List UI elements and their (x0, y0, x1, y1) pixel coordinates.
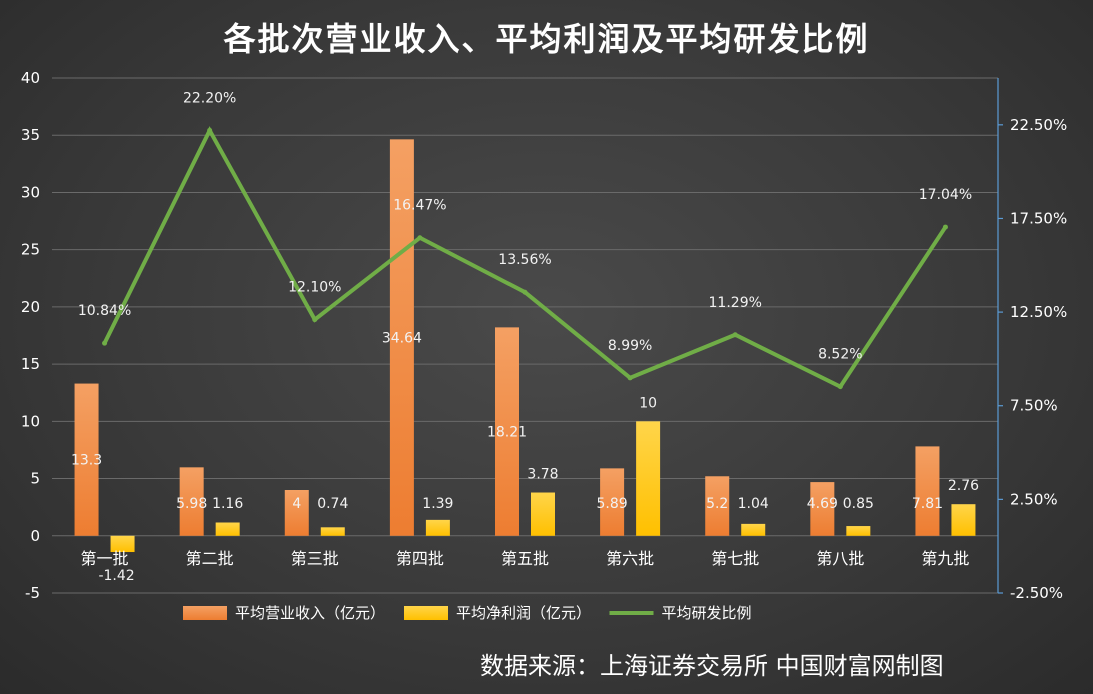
y-tick-right: 2.50% (1010, 490, 1058, 508)
y-tick-left: 35 (21, 126, 40, 144)
legend-swatch (183, 606, 227, 620)
x-tick-label: 第九批 (921, 549, 969, 568)
data-label-profit: 1.04 (738, 496, 769, 512)
data-label-rd: 22.20% (183, 90, 236, 106)
data-label-rd: 17.04% (919, 187, 972, 203)
y-tick-left: 30 (21, 183, 40, 201)
point-rd (627, 375, 633, 381)
y-tick-left: 20 (21, 298, 40, 316)
x-tick-label: 第八批 (816, 549, 864, 568)
legend-label: 平均营业收入（亿元） (235, 604, 385, 622)
data-label-profit: -1.42 (98, 568, 134, 584)
y-tick-left: 25 (21, 241, 40, 259)
point-rd (102, 340, 108, 346)
bar-profit (846, 526, 871, 536)
data-label-rd: 8.99% (608, 338, 652, 354)
x-tick-label: 第二批 (186, 549, 234, 568)
y-tick-right: 22.50% (1010, 116, 1067, 134)
data-label-rd: 8.52% (818, 347, 862, 363)
bar-revenue (179, 467, 204, 536)
data-label-revenue: 7.81 (912, 496, 943, 512)
bar-profit (636, 421, 661, 536)
data-label-revenue: 34.64 (382, 331, 422, 347)
legend-swatch (404, 606, 448, 620)
point-rd (522, 289, 528, 295)
bar-revenue (74, 383, 99, 536)
y-tick-left: 15 (21, 355, 40, 373)
bar-revenue (705, 476, 730, 536)
bar-revenue (600, 468, 625, 536)
point-rd (732, 332, 738, 338)
data-label-revenue: 4.69 (807, 496, 838, 512)
x-tick-label: 第一批 (81, 549, 129, 568)
bar-revenue (915, 446, 940, 536)
data-label-profit: 3.78 (527, 467, 558, 483)
data-label-rd: 10.84% (78, 303, 131, 319)
data-label-profit: 10 (639, 395, 657, 411)
data-label-profit: 1.39 (422, 496, 453, 512)
x-tick-label: 第三批 (291, 549, 339, 568)
bar-profit (741, 523, 766, 536)
y-tick-right: 17.50% (1010, 209, 1067, 227)
y-tick-left: 5 (30, 470, 40, 488)
bar-profit (320, 527, 345, 536)
y-tick-left: 10 (21, 412, 40, 430)
y-tick-right: 12.50% (1010, 303, 1067, 321)
x-tick-label: 第七批 (711, 549, 759, 568)
legend-label: 平均研发比例 (662, 604, 752, 622)
bar-profit (425, 519, 450, 536)
data-label-profit: 1.16 (212, 496, 243, 512)
data-label-revenue: 13.3 (71, 453, 102, 469)
point-rd (312, 317, 318, 323)
data-label-rd: 16.47% (393, 198, 446, 214)
data-label-revenue: 5.89 (597, 496, 628, 512)
chart-title: 各批次营业收入、平均利润及平均研发比例 (223, 20, 870, 58)
bar-profit (110, 535, 135, 553)
x-tick-label: 第四批 (396, 549, 444, 568)
point-rd (207, 127, 213, 133)
data-label-profit: 0.85 (843, 496, 874, 512)
y-tick-left: 40 (21, 69, 40, 87)
bar-revenue (389, 139, 414, 536)
y-tick-left: 0 (30, 527, 40, 545)
bar-profit (531, 492, 555, 536)
data-label-revenue: 18.21 (487, 425, 527, 441)
data-label-rd: 12.10% (288, 280, 341, 296)
y-tick-right: 7.50% (1010, 397, 1058, 415)
bar-revenue (284, 490, 309, 536)
data-label-profit: 2.76 (948, 478, 979, 494)
point-rd (417, 235, 423, 241)
bar-profit (215, 522, 240, 536)
data-label-rd: 13.56% (498, 252, 551, 268)
source-note: 数据来源：上海证券交易所 中国财富网制图 (480, 652, 944, 680)
point-rd (942, 224, 948, 230)
data-label-revenue: 5.98 (176, 496, 207, 512)
bar-revenue (810, 482, 835, 536)
data-label-revenue: 5.2 (706, 496, 728, 512)
x-tick-label: 第六批 (606, 549, 654, 568)
x-tick-label: 第五批 (501, 549, 549, 568)
data-label-rd: 11.29% (709, 295, 762, 311)
y-tick-left: -5 (25, 584, 40, 602)
data-label-revenue: 4 (292, 496, 301, 512)
data-label-profit: 0.74 (317, 496, 348, 512)
y-tick-right: -2.50% (1010, 584, 1063, 602)
bar-revenue (495, 327, 519, 536)
legend-label: 平均净利润（亿元） (456, 604, 591, 622)
bar-profit (951, 504, 976, 536)
point-rd (837, 384, 843, 390)
